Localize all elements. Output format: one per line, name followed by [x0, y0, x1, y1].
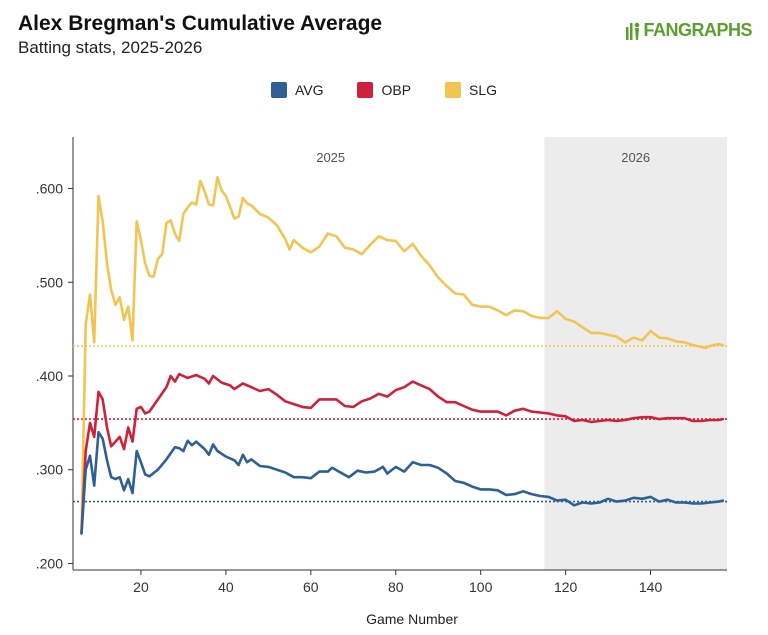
- x-tick-label: 60: [303, 579, 319, 595]
- x-tick-label: 100: [469, 579, 493, 595]
- y-tick-label: .600: [36, 181, 63, 197]
- x-tick-label: 80: [388, 579, 404, 595]
- legend-label-slg: SLG: [469, 82, 498, 98]
- batter-logo-icon: [626, 22, 640, 40]
- legend-item-obp[interactable]: OBP: [357, 82, 411, 98]
- series-line-obp[interactable]: [80, 372, 725, 535]
- season-label-2025: 2025: [316, 150, 345, 165]
- legend-swatch-slg: [445, 82, 462, 98]
- series-line-avg[interactable]: [80, 430, 725, 535]
- x-axis-label: Game Number: [366, 611, 458, 627]
- x-tick-label: 20: [133, 579, 149, 595]
- legend-label-obp: OBP: [381, 82, 412, 98]
- x-tick-label: 40: [218, 579, 234, 595]
- y-tick-label: .200: [36, 555, 63, 571]
- season-label-2026: 2026: [621, 150, 650, 165]
- legend-swatch-obp: [357, 82, 374, 98]
- chart-legend: AVG OBP SLG: [0, 82, 768, 98]
- series-line-slg[interactable]: [80, 176, 725, 535]
- brand-name: FANGRAPHS: [643, 20, 752, 40]
- x-tick-label: 140: [639, 579, 663, 595]
- y-tick-label: .300: [36, 462, 63, 478]
- chart-subtitle: Batting stats, 2025-2026: [18, 38, 203, 57]
- legend-item-slg[interactable]: SLG: [445, 82, 497, 98]
- legend-item-avg[interactable]: AVG: [270, 82, 324, 98]
- fangraphs-logo[interactable]: FANGRAPHS: [625, 20, 752, 41]
- y-tick-label: .400: [36, 368, 63, 384]
- y-tick-label: .500: [36, 274, 63, 290]
- chart-title: Alex Bregman's Cumulative Average: [18, 12, 383, 35]
- x-tick-label: 120: [554, 579, 578, 595]
- legend-label-avg: AVG: [294, 82, 324, 98]
- legend-swatch-avg: [270, 82, 287, 98]
